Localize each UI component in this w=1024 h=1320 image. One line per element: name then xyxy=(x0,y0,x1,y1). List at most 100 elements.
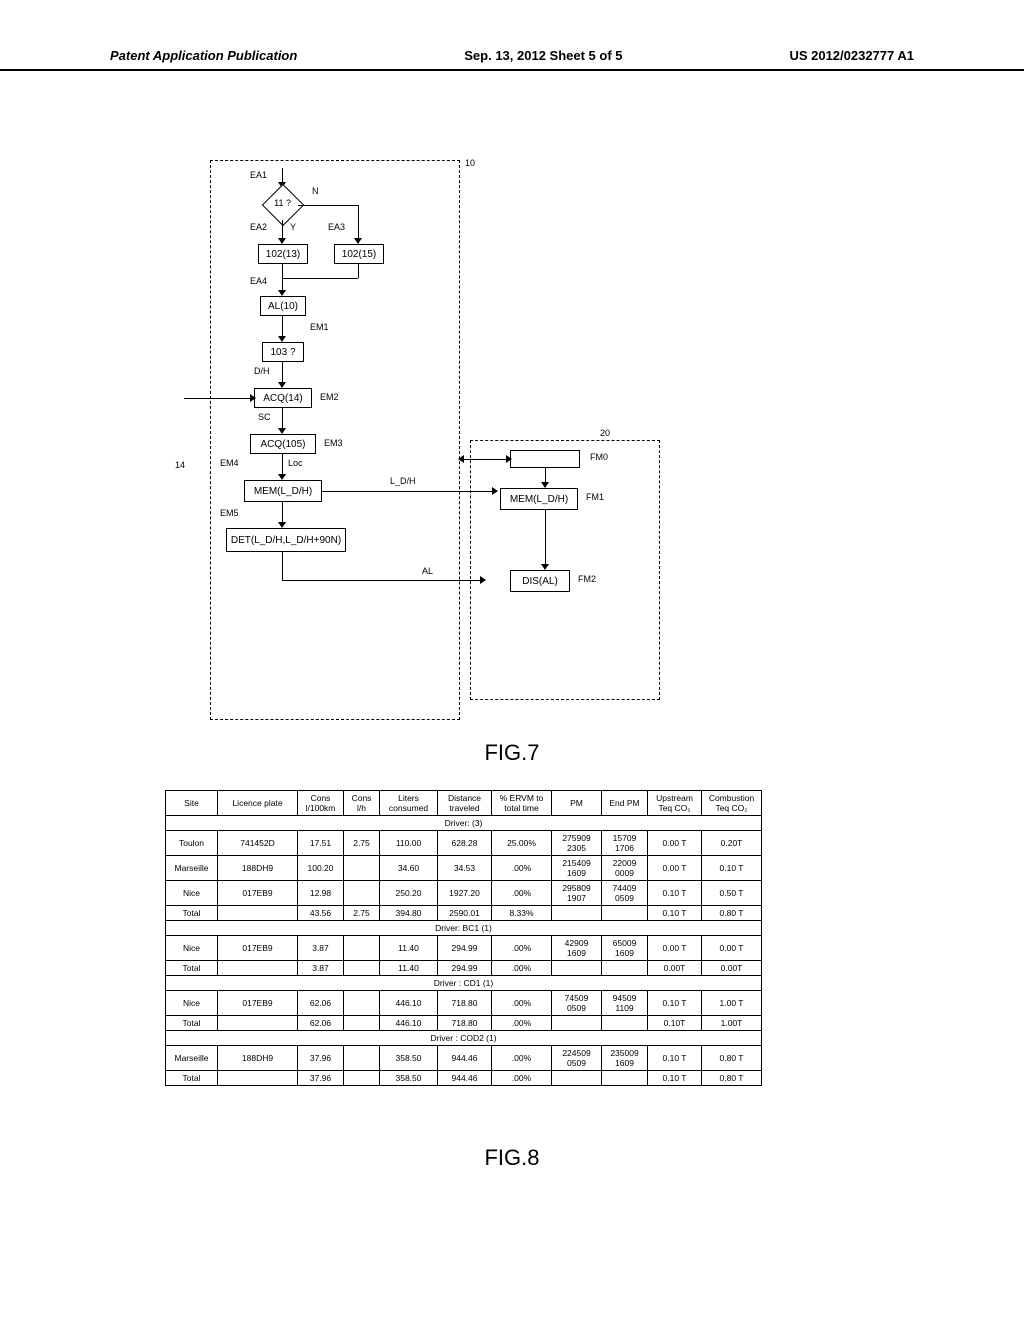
table-cell xyxy=(344,856,380,881)
label-fm0: FM0 xyxy=(590,452,608,462)
table-row: Nice017EB912.98250.201927.20.00%295809 1… xyxy=(166,881,762,906)
label-em2: EM2 xyxy=(320,392,339,402)
line xyxy=(282,220,283,240)
table-cell xyxy=(218,1071,298,1086)
table-cell xyxy=(344,961,380,976)
box-103: 103 ? xyxy=(262,342,304,362)
driver-cell: Driver: BC1 (1) xyxy=(166,921,762,936)
table-cell xyxy=(218,906,298,921)
line xyxy=(282,454,283,476)
table-cell: 235009 1609 xyxy=(602,1046,648,1071)
table-cell: Total xyxy=(166,906,218,921)
col-ervm: % ERVM to total time xyxy=(492,791,552,816)
table-cell xyxy=(218,961,298,976)
label-em5: EM5 xyxy=(220,508,239,518)
table-cell: 42909 1609 xyxy=(552,936,602,961)
table-cell: 188DH9 xyxy=(218,1046,298,1071)
table-cell xyxy=(344,1046,380,1071)
table-cell: 37.96 xyxy=(298,1046,344,1071)
table-cell: .00% xyxy=(492,936,552,961)
table-cell: 25.00% xyxy=(492,831,552,856)
table-cell: 12.98 xyxy=(298,881,344,906)
table-cell: Marseille xyxy=(166,1046,218,1071)
table-cell: Total xyxy=(166,1016,218,1031)
table-cell: 43.56 xyxy=(298,906,344,921)
col-site: Site xyxy=(166,791,218,816)
table-cell: 215409 1609 xyxy=(552,856,602,881)
line xyxy=(322,491,494,492)
line xyxy=(545,510,546,566)
table-cell: 1.00T xyxy=(702,1016,762,1031)
table-cell: 358.50 xyxy=(380,1046,438,1071)
table-row: Marseille188DH937.96358.50944.46.00%2245… xyxy=(166,1046,762,1071)
label-em1: EM1 xyxy=(310,322,329,332)
table-cell: 0.80 T xyxy=(702,906,762,921)
col-pm: PM xyxy=(552,791,602,816)
driver-cell: Driver: (3) xyxy=(166,816,762,831)
table-cell: 741452D xyxy=(218,831,298,856)
table-cell: 3.87 xyxy=(298,936,344,961)
line xyxy=(282,502,283,524)
driver-cell: Driver : COD2 (1) xyxy=(166,1031,762,1046)
box-acq105: ACQ(105) xyxy=(250,434,316,454)
table-cell: 2590.01 xyxy=(438,906,492,921)
table-cell: 017EB9 xyxy=(218,936,298,961)
table-cell: 0.10 T xyxy=(648,1071,702,1086)
table-cell: .00% xyxy=(492,881,552,906)
line xyxy=(282,580,482,581)
table-cell: 62.06 xyxy=(298,991,344,1016)
table-cell xyxy=(552,906,602,921)
table-cell xyxy=(344,936,380,961)
table-cell: 188DH9 xyxy=(218,856,298,881)
table-cell: 22009 0009 xyxy=(602,856,648,881)
table-cell: Marseille xyxy=(166,856,218,881)
label-ea3: EA3 xyxy=(328,222,345,232)
table-cell xyxy=(552,961,602,976)
table-cell: 2.75 xyxy=(344,831,380,856)
table-cell: 0.10 T xyxy=(648,1046,702,1071)
table-cell xyxy=(552,1016,602,1031)
table-cell: 446.10 xyxy=(380,991,438,1016)
arrow-left-icon xyxy=(458,455,464,463)
box-mem-ldh-right: MEM(L_D/H) xyxy=(500,488,578,510)
table-cell: Nice xyxy=(166,991,218,1016)
date-sheet-label: Sep. 13, 2012 Sheet 5 of 5 xyxy=(464,48,622,63)
table-cell: 358.50 xyxy=(380,1071,438,1086)
table-cell: 74409 0509 xyxy=(602,881,648,906)
table-cell: Total xyxy=(166,1071,218,1086)
table-cell xyxy=(552,1071,602,1086)
table-cell: 718.80 xyxy=(438,991,492,1016)
table-row: Nice017EB93.8711.40294.99.00%42909 16096… xyxy=(166,936,762,961)
line xyxy=(358,264,359,278)
table-cell xyxy=(602,1071,648,1086)
label-loc: Loc xyxy=(288,458,303,468)
driver-row: Driver : COD2 (1) xyxy=(166,1031,762,1046)
table-cell: 944.46 xyxy=(438,1046,492,1071)
table-cell: 100.20 xyxy=(298,856,344,881)
table-cell: .00% xyxy=(492,1046,552,1071)
table-cell: 8.33% xyxy=(492,906,552,921)
ref-10: 10 xyxy=(465,158,475,168)
table-cell xyxy=(344,991,380,1016)
table-cell: 74509 0509 xyxy=(552,991,602,1016)
arrow-icon xyxy=(492,487,498,495)
table-row: Total37.96358.50944.46.00%0.10 T0.80 T xyxy=(166,1071,762,1086)
table-cell: 295809 1907 xyxy=(552,881,602,906)
table-cell: .00% xyxy=(492,991,552,1016)
table-row: Nice017EB962.06446.10718.80.00%74509 050… xyxy=(166,991,762,1016)
table-cell: Nice xyxy=(166,881,218,906)
table-cell: 0.00 T xyxy=(648,856,702,881)
table-cell: 17.51 xyxy=(298,831,344,856)
table-cell: 0.10 T xyxy=(648,906,702,921)
col-consh: Cons l/h xyxy=(344,791,380,816)
box-empty-top xyxy=(510,450,580,468)
table-cell: 110.00 xyxy=(380,831,438,856)
table-cell: .00% xyxy=(492,961,552,976)
box-102-13: 102(13) xyxy=(258,244,308,264)
table-row: Toulon741452D17.512.75110.00628.2825.00%… xyxy=(166,831,762,856)
box-acq14: ACQ(14) xyxy=(254,388,312,408)
table-row: Total43.562.75394.802590.018.33%0.10 T0.… xyxy=(166,906,762,921)
box-mem-ldh-left: MEM(L_D/H) xyxy=(244,480,322,502)
ref-14: 14 xyxy=(175,460,185,470)
table-cell: 0.20T xyxy=(702,831,762,856)
